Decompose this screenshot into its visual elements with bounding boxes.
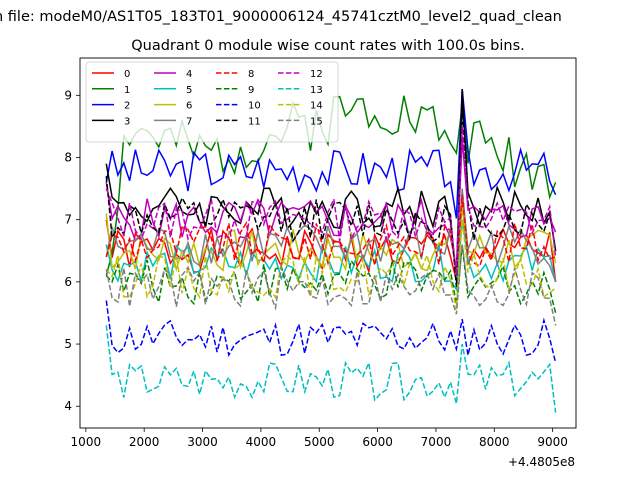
legend-label: 9	[248, 85, 254, 96]
y-tick-label: 7	[64, 213, 72, 227]
legend-label: 12	[310, 69, 323, 80]
chart-title: Quadrant 0 module wise count rates with …	[131, 38, 525, 54]
legend-label: 7	[186, 116, 192, 127]
y-tick-label: 8	[64, 150, 72, 164]
series-line-14	[105, 219, 557, 310]
x-axis: 1000 2000 3000 4000 5000 6000 7000 8000 9000	[71, 428, 568, 449]
x-tick-label: 7000	[421, 435, 452, 449]
plot-frame	[79, 57, 577, 429]
series-line-2	[105, 89, 557, 219]
legend-label: 8	[248, 69, 254, 80]
series-layer	[105, 89, 557, 413]
series-line-3	[105, 89, 557, 279]
legend-label: 10	[248, 101, 261, 112]
series-line-13	[105, 325, 557, 413]
x-tick-label: 1000	[71, 435, 102, 449]
series-line-11	[105, 107, 557, 287]
y-tick-label: 5	[64, 337, 72, 351]
legend-label: 15	[310, 116, 323, 127]
legend-label: 14	[310, 101, 323, 112]
series-line-12	[105, 126, 557, 276]
series-line-15	[105, 244, 557, 326]
x-tick-label: 9000	[537, 435, 568, 449]
y-tick-label: 9	[64, 88, 72, 102]
legend-label: 6	[186, 101, 192, 112]
legend-label: 1	[124, 85, 130, 96]
legend-label: 5	[186, 85, 192, 96]
x-offset-label: +4.4805e8	[508, 455, 575, 469]
legend-label: 11	[248, 116, 261, 127]
y-axis: 4 5 6 7 8 9	[64, 88, 80, 413]
x-tick-label: 2000	[129, 435, 160, 449]
legend-label: 3	[124, 116, 130, 127]
figure-suptitle: n file: modeM0/AS1T05_183T01_9000006124_…	[0, 9, 562, 25]
x-tick-label: 3000	[187, 435, 218, 449]
legend-label: 13	[310, 85, 323, 96]
series-line-5	[105, 219, 557, 292]
legend-label: 0	[124, 69, 130, 80]
x-tick-label: 8000	[479, 435, 510, 449]
series-line-7	[105, 188, 557, 283]
x-tick-label: 5000	[304, 435, 335, 449]
series-line-6	[105, 207, 557, 277]
y-tick-label: 6	[64, 275, 72, 289]
x-tick-label: 4000	[246, 435, 277, 449]
legend-box	[85, 61, 339, 143]
y-tick-label: 4	[64, 399, 72, 413]
series-line-8	[105, 194, 556, 275]
legend-label: 2	[124, 101, 130, 112]
x-tick-label: 6000	[362, 435, 393, 449]
legend-label: 4	[186, 69, 192, 80]
series-line-4	[105, 138, 557, 269]
